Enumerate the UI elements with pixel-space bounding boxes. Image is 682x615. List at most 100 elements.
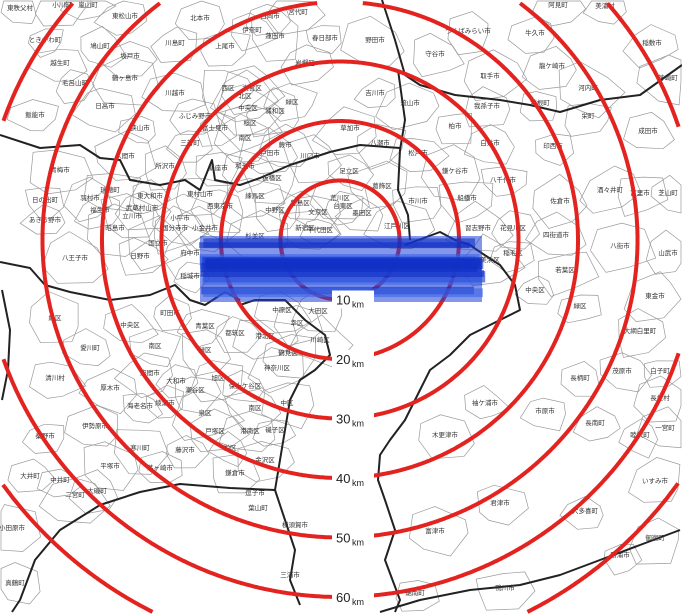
place-label: 大多喜町 — [572, 506, 599, 515]
place-label: 鶴ヶ島市 — [112, 73, 139, 82]
municipal-boundary — [356, 123, 407, 170]
municipal-boundary — [264, 0, 326, 36]
municipal-boundary — [92, 55, 160, 106]
municipal-boundary — [118, 116, 156, 144]
municipal-boundary — [38, 477, 111, 524]
municipal-boundary — [532, 0, 587, 27]
municipal-boundary — [238, 127, 299, 174]
place-label: 鎌ケ谷市 — [442, 166, 469, 175]
redaction-stroke — [202, 277, 483, 286]
municipal-boundary — [421, 144, 481, 202]
municipal-boundary — [195, 152, 243, 187]
place-label: 桜区 — [244, 118, 258, 127]
place-label: 南区 — [239, 133, 253, 142]
municipal-boundary — [29, 149, 94, 195]
prefecture-boundary — [381, 0, 682, 113]
place-label: 瀬谷区 — [185, 385, 205, 394]
ring-label-bg — [332, 409, 374, 428]
distance-ring-50km — [40, 1, 640, 540]
place-label: 中央区 — [120, 320, 140, 329]
municipal-boundary — [222, 369, 265, 403]
municipal-boundary — [323, 190, 364, 226]
municipal-boundary — [213, 113, 271, 163]
redaction-stroke — [200, 262, 478, 272]
place-label: 東村山市 — [187, 189, 214, 198]
place-label: 阿見町 — [548, 0, 568, 9]
municipal-boundary — [353, 77, 396, 108]
place-label: 真鶴町 — [5, 578, 25, 587]
place-label: 我孫子市 — [474, 101, 501, 110]
place-label: 幸区 — [291, 319, 305, 327]
municipal-boundary — [251, 11, 299, 62]
place-label: 栄区 — [224, 443, 238, 452]
distance-ring-70km — [1, 482, 680, 614]
municipal-boundary — [155, 364, 199, 399]
municipal-boundary — [525, 211, 587, 256]
municipal-boundary — [153, 205, 210, 255]
place-label: 立川市 — [122, 211, 142, 220]
place-label: 千代田区 — [307, 225, 334, 234]
place-label: 花見川区 — [500, 223, 527, 232]
municipal-boundary — [255, 188, 300, 232]
municipal-boundary — [218, 410, 276, 453]
municipal-boundary — [24, 187, 65, 219]
place-label: 昭島市 — [105, 223, 125, 232]
place-label: 柏市 — [449, 121, 463, 130]
place-label: 海老名市 — [127, 401, 154, 410]
municipal-boundary — [375, 82, 440, 131]
place-label: 武蔵村山市 — [126, 203, 159, 212]
place-label: 二宮町 — [65, 490, 85, 499]
place-label: 東大和市 — [137, 191, 164, 200]
place-label: 国立市 — [148, 238, 168, 247]
place-label: 御宿町 — [645, 533, 665, 542]
municipal-boundary — [617, 176, 669, 217]
place-label: 鶴見区 — [278, 348, 298, 357]
place-label: 小平市 — [170, 213, 190, 222]
place-label: 牛久市 — [525, 28, 545, 37]
municipal-boundary — [141, 72, 207, 112]
municipal-boundary — [73, 192, 121, 230]
place-label: 芝山町 — [658, 188, 678, 197]
place-label: 蓮田市 — [265, 31, 285, 40]
place-label: 八街市 — [610, 241, 630, 250]
municipal-boundary — [438, 181, 494, 224]
municipal-boundary — [114, 429, 170, 475]
municipal-boundary — [202, 69, 255, 116]
place-label: 寒川町 — [130, 443, 150, 452]
place-label: 入間市 — [115, 151, 135, 160]
place-label: 逗子市 — [245, 488, 265, 497]
place-label: 鴨川市 — [495, 583, 515, 592]
municipal-boundary — [27, 28, 64, 58]
municipal-boundary — [590, 222, 657, 273]
municipal-boundary — [491, 210, 541, 250]
municipal-boundary — [623, 271, 682, 322]
place-label: 越生町 — [50, 58, 70, 67]
place-label: 伊勢原市 — [82, 421, 109, 430]
municipal-boundary — [80, 25, 128, 68]
place-label: 清川村 — [45, 373, 65, 382]
municipal-boundary — [572, 406, 621, 442]
municipal-boundary — [246, 87, 299, 138]
place-label: 墨田区 — [352, 209, 372, 217]
place-label: 習志野市 — [465, 223, 492, 232]
municipal-boundary — [64, 404, 119, 447]
ring-unit-label: km — [352, 359, 364, 369]
municipal-boundary — [190, 189, 244, 234]
place-label: 港北区 — [255, 331, 275, 340]
municipal-boundary — [232, 319, 299, 360]
municipal-boundary — [247, 347, 304, 394]
municipal-boundary — [87, 203, 151, 257]
place-label: 北区 — [239, 92, 253, 100]
municipal-boundary — [215, 316, 263, 354]
ring-label-bg — [332, 350, 374, 368]
municipal-boundary — [618, 308, 666, 358]
ring-unit-label: km — [352, 538, 364, 548]
municipal-boundary — [153, 295, 192, 331]
municipal-boundary — [273, 305, 323, 347]
municipal-boundary — [463, 49, 528, 102]
municipal-boundary — [222, 178, 286, 219]
place-label: 旭区 — [212, 373, 226, 382]
place-label: 富里市 — [630, 188, 650, 197]
municipal-boundary — [445, 200, 514, 252]
municipal-boundary — [514, 275, 555, 305]
